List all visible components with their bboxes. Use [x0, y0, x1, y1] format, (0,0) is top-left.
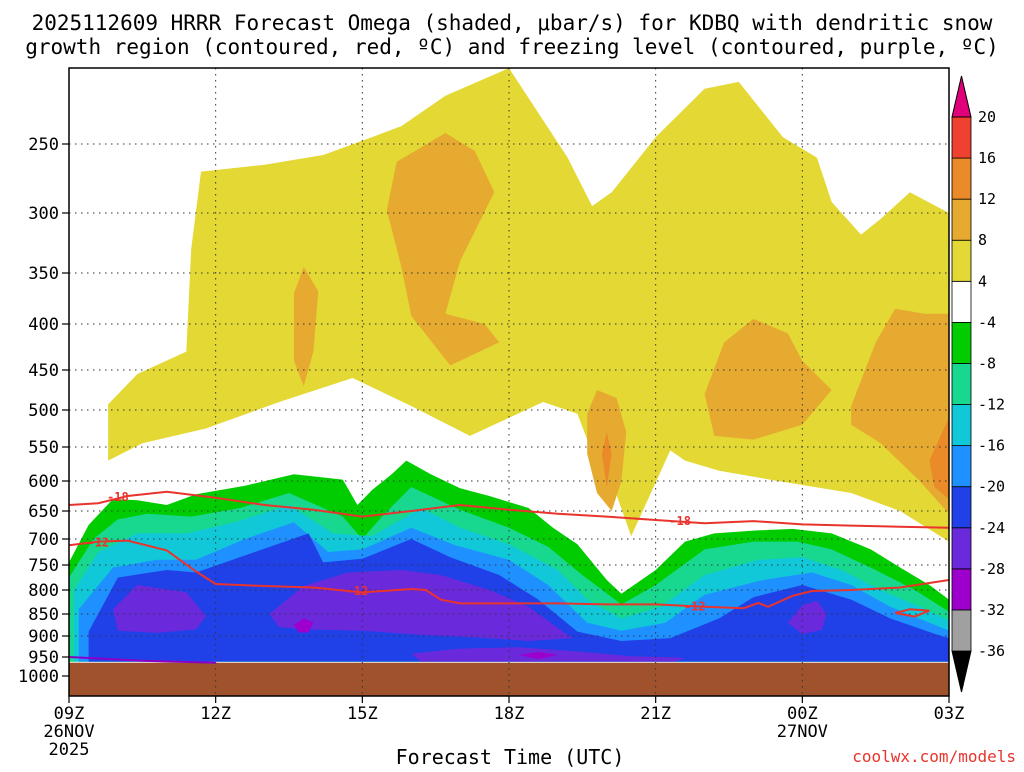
colorbar-box	[951, 157, 972, 200]
x-tick-year: 2025	[49, 740, 90, 760]
y-tick-label: 300	[28, 204, 59, 224]
omega-region-13	[113, 585, 206, 633]
colorbar-label: -8	[978, 354, 996, 372]
y-tick-label: 400	[28, 315, 59, 335]
x-tick-date: 27NOV	[777, 722, 828, 742]
colorbar-box	[951, 321, 972, 364]
grid-layer	[69, 68, 949, 696]
x-tick-label: 15Z	[347, 704, 378, 724]
omega-region-6	[601, 432, 612, 487]
colorbar-box	[951, 568, 972, 611]
colorbar-box	[951, 609, 972, 652]
omega-region-7	[929, 417, 949, 499]
omega-region-14	[269, 570, 573, 641]
y-tick-label: 600	[28, 472, 59, 492]
contour-layer: -18 -18 -12 -12 -12	[69, 490, 949, 664]
colorbar-label: 4	[978, 272, 987, 290]
dgz-label-text: -18	[107, 490, 129, 504]
dgz-label-1: -18	[669, 514, 691, 528]
colorbar-label: -32	[978, 601, 1005, 619]
colorbar-label: 8	[978, 231, 987, 249]
colorbar-box	[951, 280, 972, 323]
dgz-contour-1	[69, 539, 949, 610]
y-tick-label: 550	[28, 438, 59, 458]
chart-title-line-2: growth region (contoured, red, ºC) and f…	[25, 35, 999, 59]
x-tick-label: 00Z	[787, 704, 818, 724]
axes-layer: 2503003504004505005506006507007508008509…	[18, 67, 965, 760]
y-tick-label: 1000	[18, 667, 59, 687]
dgz-label-2: -12	[87, 536, 109, 550]
dgz-label-text: -12	[684, 599, 706, 613]
dgz-label-0: -18	[107, 490, 129, 504]
ground-surface	[69, 662, 949, 696]
omega-region-18	[518, 652, 558, 660]
x-axis-label: Forecast Time (UTC)	[396, 745, 625, 768]
colorbar-box	[951, 116, 972, 159]
y-tick-label: 950	[28, 648, 59, 668]
y-tick-label: 650	[28, 502, 59, 522]
colorbar-arrow-bottom	[951, 650, 972, 693]
omega-region-1	[386, 133, 500, 366]
chart-title-line-1: 2025112609 HRRR Forecast Omega (shaded, …	[32, 11, 993, 35]
dgz-label-text: -12	[347, 584, 369, 598]
omega-region-4	[704, 318, 832, 440]
omega-fill-layer	[69, 68, 949, 696]
colorbar-box	[951, 239, 972, 282]
y-tick-label: 450	[28, 361, 59, 381]
y-tick-label: 750	[28, 556, 59, 576]
colorbar-box	[951, 527, 972, 570]
colorbar-arrow-top	[951, 75, 972, 118]
omega-region-0	[108, 68, 949, 542]
colorbar-label: -16	[978, 437, 1005, 455]
dgz-contour-0	[69, 490, 949, 529]
omega-region-17	[293, 618, 314, 633]
colorbar-box	[951, 445, 972, 488]
dgz-label-4: -12	[684, 599, 706, 613]
x-tick-date: 26NOV	[43, 722, 94, 742]
x-tick-label: 03Z	[934, 704, 965, 724]
colorbar-label: 12	[978, 190, 996, 208]
colorbar-label: 16	[978, 149, 996, 167]
x-tick-label: 21Z	[640, 704, 671, 724]
dgz-label-3: -12	[347, 584, 369, 598]
y-tick-label: 850	[28, 605, 59, 625]
credit-link[interactable]: coolwx.com/models	[852, 747, 1016, 766]
colorbar-label: -24	[978, 519, 1005, 537]
colorbar-box	[951, 404, 972, 447]
dgz-contour-2	[894, 608, 930, 618]
x-tick-label: 12Z	[200, 704, 231, 724]
colorbar-box	[951, 198, 972, 241]
x-tick-label: 18Z	[494, 704, 525, 724]
colorbar-box	[951, 486, 972, 529]
y-tick-label: 800	[28, 581, 59, 601]
dgz-label-text: -12	[87, 536, 109, 550]
y-tick-label: 900	[28, 627, 59, 647]
colorbar-label: -20	[978, 478, 1005, 496]
y-tick-label: 350	[28, 264, 59, 284]
colorbar-label: -36	[978, 642, 1005, 660]
colorbar-label: -28	[978, 560, 1005, 578]
y-tick-label: 250	[28, 135, 59, 155]
colorbar: -36 -32 -28 -24 -20 -16 -12 -8 -4 4 8 12 16 20	[951, 75, 1005, 693]
dgz-label-text: -18	[669, 514, 691, 528]
omega-region-5	[851, 308, 949, 514]
colorbar-box	[951, 363, 972, 405]
x-tick-label: 09Z	[54, 704, 85, 724]
colorbar-label: -12	[978, 396, 1005, 414]
colorbar-label: -4	[978, 313, 996, 331]
omega-region-2	[293, 267, 319, 386]
colorbar-label: 20	[978, 108, 996, 126]
omega-region-16	[787, 600, 827, 635]
y-tick-label: 700	[28, 530, 59, 550]
freezing-level-contour	[69, 656, 216, 664]
y-tick-label: 500	[28, 401, 59, 421]
